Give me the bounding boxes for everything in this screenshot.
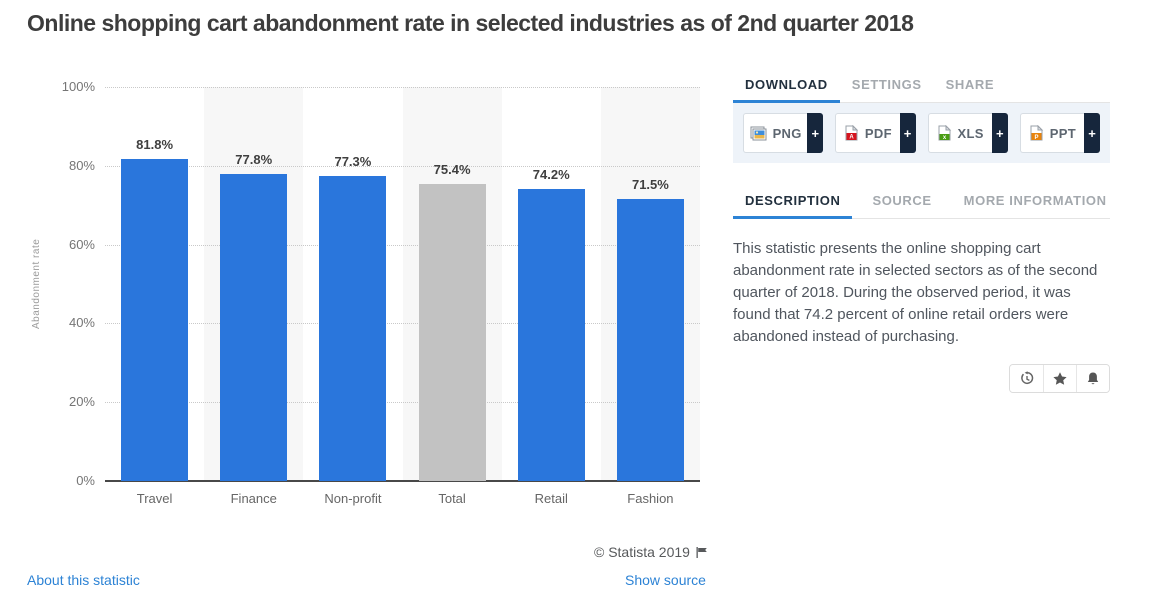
history-icon <box>1020 370 1033 384</box>
x-category-label: Retail <box>534 491 568 506</box>
svg-text:x: x <box>942 135 946 141</box>
gridline-60% <box>105 244 700 246</box>
download-pdf-plus-button[interactable]: + <box>899 113 916 153</box>
bar-value-label: 75.4% <box>433 161 471 177</box>
x-category-label: Total <box>438 491 466 506</box>
statista-flag-icon <box>696 546 707 558</box>
bar-value-label: 74.2% <box>532 166 570 182</box>
download-ppt-button[interactable]: P PPT + <box>1019 113 1100 153</box>
tab-share[interactable]: SHARE <box>945 77 995 92</box>
bar-value-label: 77.8% <box>235 152 273 168</box>
download-png-plus-button[interactable]: + <box>807 113 824 153</box>
description-text: This statistic presents the online shopp… <box>733 240 1098 345</box>
tab-download[interactable]: DOWNLOAD <box>733 75 840 103</box>
ppt-file-icon: P <box>1030 125 1043 141</box>
star-icon <box>1053 371 1067 385</box>
download-pdf-button[interactable]: A PDF + <box>835 113 916 153</box>
favorite-button[interactable] <box>1043 365 1076 392</box>
download-xls-main: x XLS <box>927 113 992 153</box>
tab-more-information[interactable]: MORE INFORMATION <box>963 193 1107 208</box>
x-category-label: Fashion <box>627 491 674 506</box>
bar-value-label: 71.5% <box>631 177 669 193</box>
bar-travel[interactable] <box>121 158 189 481</box>
x-category-label: Finance <box>230 491 277 506</box>
y-tick-label: 100% <box>61 79 95 94</box>
y-tick-label: 80% <box>68 157 95 173</box>
x-category-label: Non-profit <box>324 491 382 506</box>
history-button[interactable] <box>1010 365 1043 392</box>
about-this-statistic-link[interactable]: About this statistic <box>27 572 140 588</box>
gridline-80% <box>105 165 700 167</box>
y-tick-label: 20% <box>68 394 95 410</box>
bar-non-profit[interactable] <box>319 176 387 481</box>
y-tick-label: 0% <box>76 473 95 488</box>
xls-file-icon: x <box>938 125 951 141</box>
gridline-20% <box>105 402 700 404</box>
copyright: © Statista 2019 <box>594 544 708 560</box>
svg-text:A: A <box>849 135 854 141</box>
download-xls-label: XLS <box>957 125 984 141</box>
bar-total[interactable] <box>418 183 486 481</box>
y-axis-title: Abandonment rate <box>31 238 42 330</box>
bar-value-label: 81.8% <box>136 136 174 152</box>
download-pdf-label: PDF <box>864 125 892 141</box>
download-tabs: DOWNLOAD SETTINGS SHARE <box>733 75 1110 103</box>
svg-text:P: P <box>1034 135 1038 141</box>
bar-fashion[interactable] <box>616 199 684 481</box>
pdf-file-icon: A <box>845 125 859 141</box>
download-xls-button[interactable]: x XLS + <box>927 113 1008 153</box>
download-xls-plus-button[interactable]: + <box>991 113 1008 153</box>
tab-description[interactable]: DESCRIPTION <box>733 191 853 219</box>
page-title: Online shopping cart abandonment rate in… <box>27 10 914 36</box>
download-ppt-plus-button[interactable]: + <box>1084 113 1100 153</box>
download-png-button[interactable]: PNG + <box>743 113 824 153</box>
show-source-link[interactable]: Show source <box>625 572 706 588</box>
gridline-100% <box>105 87 700 88</box>
download-pdf-main: A PDF <box>835 113 900 153</box>
x-category-label: Travel <box>136 491 173 506</box>
bar-value-label: 77.3% <box>334 154 372 170</box>
y-tick-label: 40% <box>68 315 95 331</box>
download-ppt-main: P PPT <box>1019 113 1084 153</box>
copyright-text: © Statista 2019 <box>594 544 690 560</box>
y-tick-label: 60% <box>68 236 95 252</box>
png-file-icon <box>750 126 767 140</box>
gridline-40% <box>105 323 700 325</box>
info-tabs: DESCRIPTION SOURCE MORE INFORMATION <box>733 191 1110 219</box>
action-button-group <box>1009 364 1110 393</box>
bar-retail[interactable] <box>517 188 585 481</box>
x-axis-line <box>105 480 700 482</box>
download-png-main: PNG <box>743 113 808 153</box>
bell-icon <box>1087 372 1099 384</box>
plot-area <box>105 87 700 482</box>
tab-settings[interactable]: SETTINGS <box>851 77 922 92</box>
download-png-label: PNG <box>772 125 802 141</box>
download-ppt-label: PPT <box>1049 125 1076 141</box>
tab-source[interactable]: SOURCE <box>872 193 932 208</box>
bar-chart: Abandonment rate 0% 20% 40% 60% 80% 100% 81.8%… <box>27 75 702 525</box>
bar-finance[interactable] <box>220 174 288 481</box>
notification-button[interactable] <box>1076 365 1109 392</box>
side-panel: DOWNLOAD SETTINGS SHARE PNG + <box>733 75 1110 393</box>
download-strip: PNG + A PDF + <box>733 103 1110 163</box>
